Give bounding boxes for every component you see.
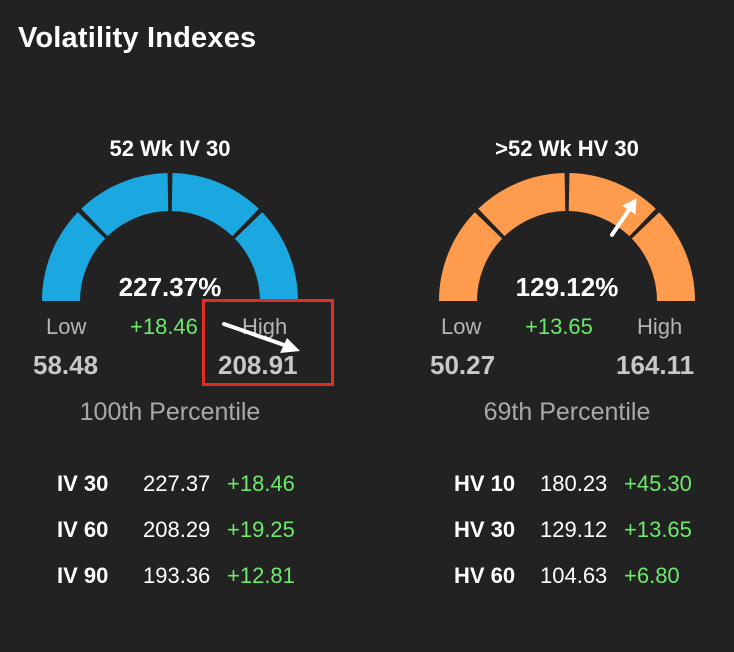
hv-high-label: High [637,314,683,339]
hv-gauge-label: >52 Wk HV 30 [495,136,639,161]
iv-stat-change: +18.46 [227,471,295,496]
iv-gauge-segment [234,212,298,301]
iv-stat-name: IV 30 [57,471,109,496]
iv-gauge-panel: 52 Wk IV 30 227.37% Low +18.46 High 58.4… [20,130,320,430]
iv-gauge-segments [42,173,298,301]
hv-stat-value: 180.23 [540,471,608,496]
iv-high-value: 208.91 [218,350,298,380]
iv-table-row: IV 90 193.36 +12.81 [57,557,357,603]
hv-table-row: HV 30 129.12 +13.65 [454,511,734,557]
hv-gauge-segment [478,173,566,237]
iv-gauge-label: 52 Wk IV 30 [109,136,231,161]
iv-low-value: 58.48 [33,350,99,380]
hv-gauge-segment [631,212,695,301]
iv-percentile: 100th Percentile [79,398,261,426]
iv-stat-value: 193.36 [143,563,211,588]
page-title: Volatility Indexes [18,22,257,54]
hv-high-value: 164.11 [616,350,695,380]
iv-gauge-segment [81,173,169,237]
hv-stat-change: +6.80 [624,563,680,588]
hv-gauge-needle [609,198,637,237]
hv-low-value: 50.27 [430,350,496,380]
hv-low-label: Low [441,314,482,339]
hv-needle-line [609,208,631,237]
hv-needle-head [622,198,637,215]
hv-gauge-segment [568,173,656,237]
iv-stat-name: IV 60 [57,517,109,542]
hv-gauge [439,173,695,301]
hv-stat-change: +45.30 [624,471,692,496]
iv-change: +18.46 [130,314,198,339]
highlight-box [202,299,334,386]
hv-stat-change: +13.65 [624,517,692,542]
hv-gauge-panel: >52 Wk HV 30 129.12% Low +13.65 High 50.… [417,130,717,430]
iv-table-row: IV 60 208.29 +19.25 [57,511,357,557]
hv-stat-name: HV 30 [454,517,516,542]
hv-gauge-segments [439,173,695,301]
hv-percentile: 69th Percentile [483,398,651,426]
iv-gauge-segment [171,173,259,237]
hv-stat-value: 129.12 [540,517,608,542]
hv-change: +13.65 [525,314,593,339]
iv-low-label: Low [46,314,87,339]
hv-stat-value: 104.63 [540,563,608,588]
hv-table-row: HV 10 180.23 +45.30 [454,465,734,511]
iv-stat-name: IV 90 [57,563,109,588]
hv-stat-name: HV 60 [454,563,516,588]
hv-gauge-segment [439,212,503,301]
iv-stat-change: +19.25 [227,517,295,542]
hv-table-row: HV 60 104.63 +6.80 [454,557,734,603]
iv-stat-value: 227.37 [143,471,211,496]
iv-stat-change: +12.81 [227,563,295,588]
iv-table-row: IV 30 227.37 +18.46 [57,465,357,511]
iv-stats-table: IV 30 227.37 +18.46 IV 60 208.29 +19.25 IV 90 1… [57,465,357,603]
iv-gauge-segment [42,212,106,301]
iv-stat-value: 208.29 [143,517,211,542]
hv-stats-table: HV 10 180.23 +45.30 HV 30 129.12 +13.65 HV 60 1… [454,465,734,603]
hv-gauge-value: 129.12% [515,272,619,302]
iv-gauge [42,173,298,301]
iv-gauge-value: 227.37% [118,272,222,302]
hv-stat-name: HV 10 [454,471,516,496]
